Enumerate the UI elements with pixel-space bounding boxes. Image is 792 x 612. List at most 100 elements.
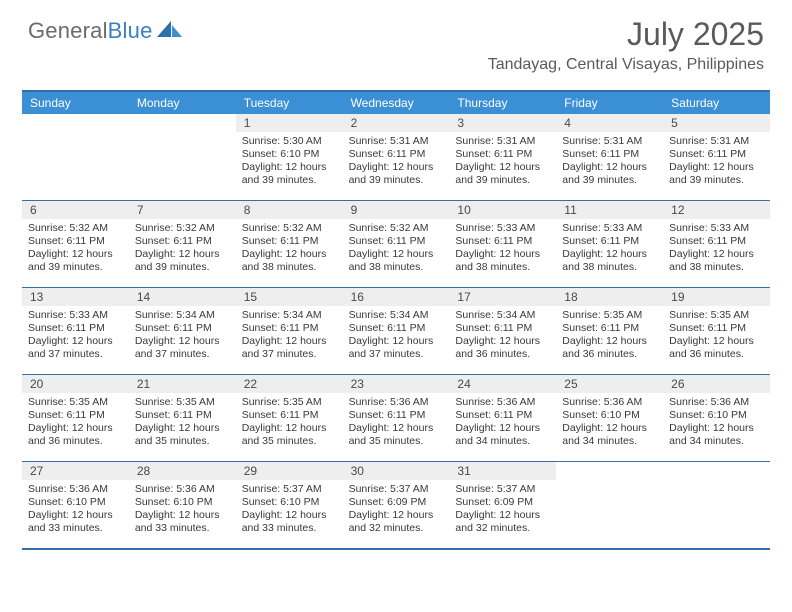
daylight-text: Daylight: 12 hours and 33 minutes. [135, 509, 230, 535]
daylight-text: Daylight: 12 hours and 34 minutes. [562, 422, 657, 448]
calendar-day: 16Sunrise: 5:34 AMSunset: 6:11 PMDayligh… [343, 288, 450, 374]
daylight-text: Daylight: 12 hours and 38 minutes. [562, 248, 657, 274]
day-details: Sunrise: 5:37 AMSunset: 6:09 PMDaylight:… [349, 483, 444, 534]
day-details: Sunrise: 5:36 AMSunset: 6:11 PMDaylight:… [349, 396, 444, 447]
day-header: Saturday [663, 92, 770, 114]
calendar-day: 7Sunrise: 5:32 AMSunset: 6:11 PMDaylight… [129, 201, 236, 287]
day-details: Sunrise: 5:37 AMSunset: 6:09 PMDaylight:… [455, 483, 550, 534]
sunrise-text: Sunrise: 5:34 AM [135, 309, 230, 322]
day-details: Sunrise: 5:36 AMSunset: 6:10 PMDaylight:… [562, 396, 657, 447]
daylight-text: Daylight: 12 hours and 36 minutes. [669, 335, 764, 361]
day-details: Sunrise: 5:32 AMSunset: 6:11 PMDaylight:… [242, 222, 337, 273]
day-number: 6 [22, 201, 129, 220]
day-number: 16 [343, 288, 450, 307]
calendar-week: 6Sunrise: 5:32 AMSunset: 6:11 PMDaylight… [22, 200, 770, 287]
daylight-text: Daylight: 12 hours and 38 minutes. [242, 248, 337, 274]
calendar-day: 2Sunrise: 5:31 AMSunset: 6:11 PMDaylight… [343, 114, 450, 200]
day-number: 12 [663, 201, 770, 220]
day-details: Sunrise: 5:34 AMSunset: 6:11 PMDaylight:… [242, 309, 337, 360]
sunrise-text: Sunrise: 5:31 AM [562, 135, 657, 148]
daylight-text: Daylight: 12 hours and 39 minutes. [242, 161, 337, 187]
day-details: Sunrise: 5:32 AMSunset: 6:11 PMDaylight:… [135, 222, 230, 273]
calendar-week: 13Sunrise: 5:33 AMSunset: 6:11 PMDayligh… [22, 287, 770, 374]
sunset-text: Sunset: 6:11 PM [669, 235, 764, 248]
daylight-text: Daylight: 12 hours and 32 minutes. [455, 509, 550, 535]
calendar-day: 3Sunrise: 5:31 AMSunset: 6:11 PMDaylight… [449, 114, 556, 200]
sunrise-text: Sunrise: 5:36 AM [135, 483, 230, 496]
daylight-text: Daylight: 12 hours and 38 minutes. [349, 248, 444, 274]
sunset-text: Sunset: 6:11 PM [562, 235, 657, 248]
day-number: 1 [236, 114, 343, 133]
calendar-header-row: SundayMondayTuesdayWednesdayThursdayFrid… [22, 92, 770, 114]
calendar-day: 24Sunrise: 5:36 AMSunset: 6:11 PMDayligh… [449, 375, 556, 461]
sunrise-text: Sunrise: 5:37 AM [349, 483, 444, 496]
day-details: Sunrise: 5:32 AMSunset: 6:11 PMDaylight:… [28, 222, 123, 273]
day-number: 26 [663, 375, 770, 394]
sunrise-text: Sunrise: 5:31 AM [455, 135, 550, 148]
day-number: 10 [449, 201, 556, 220]
sunrise-text: Sunrise: 5:36 AM [28, 483, 123, 496]
sunset-text: Sunset: 6:11 PM [135, 322, 230, 335]
day-number: 4 [556, 114, 663, 133]
calendar-day: 13Sunrise: 5:33 AMSunset: 6:11 PMDayligh… [22, 288, 129, 374]
sunrise-text: Sunrise: 5:35 AM [242, 396, 337, 409]
day-number: 15 [236, 288, 343, 307]
sunrise-text: Sunrise: 5:36 AM [669, 396, 764, 409]
day-details: Sunrise: 5:35 AMSunset: 6:11 PMDaylight:… [669, 309, 764, 360]
sunset-text: Sunset: 6:11 PM [28, 409, 123, 422]
calendar-day: 18Sunrise: 5:35 AMSunset: 6:11 PMDayligh… [556, 288, 663, 374]
calendar: SundayMondayTuesdayWednesdayThursdayFrid… [22, 90, 770, 550]
calendar-day: 20Sunrise: 5:35 AMSunset: 6:11 PMDayligh… [22, 375, 129, 461]
day-number: 25 [556, 375, 663, 394]
calendar-day: 8Sunrise: 5:32 AMSunset: 6:11 PMDaylight… [236, 201, 343, 287]
calendar-day: 19 Sunrise: 5:35 AMSunset: 6:11 PMDayligh… [663, 288, 770, 374]
day-number: 23 [343, 375, 450, 394]
day-details: Sunrise: 5:33 AMSunset: 6:11 PMDaylight:… [562, 222, 657, 273]
day-number: 21 [129, 375, 236, 394]
sunset-text: Sunset: 6:11 PM [242, 235, 337, 248]
day-number: 19 [663, 288, 770, 307]
month-title: July 2025 [488, 18, 764, 52]
daylight-text: Daylight: 12 hours and 39 minutes. [455, 161, 550, 187]
sunrise-text: Sunrise: 5:34 AM [349, 309, 444, 322]
calendar-day [22, 114, 129, 200]
day-header: Wednesday [343, 92, 450, 114]
calendar-week: 27Sunrise: 5:36 AMSunset: 6:10 PMDayligh… [22, 461, 770, 548]
day-number: 28 [129, 462, 236, 481]
sunset-text: Sunset: 6:11 PM [135, 235, 230, 248]
sunset-text: Sunset: 6:11 PM [349, 322, 444, 335]
day-details: Sunrise: 5:33 AMSunset: 6:11 PMDaylight:… [28, 309, 123, 360]
day-number: 9 [343, 201, 450, 220]
title-area: July 2025 Tandayag, Central Visayas, Phi… [488, 18, 764, 74]
sunrise-text: Sunrise: 5:33 AM [28, 309, 123, 322]
daylight-text: Daylight: 12 hours and 33 minutes. [242, 509, 337, 535]
day-number: 14 [129, 288, 236, 307]
location-text: Tandayag, Central Visayas, Philippines [488, 56, 764, 74]
sunset-text: Sunset: 6:11 PM [242, 322, 337, 335]
sunset-text: Sunset: 6:10 PM [242, 148, 337, 161]
day-header: Tuesday [236, 92, 343, 114]
sunrise-text: Sunrise: 5:36 AM [455, 396, 550, 409]
day-number: 17 [449, 288, 556, 307]
calendar-day: 29Sunrise: 5:37 AMSunset: 6:10 PMDayligh… [236, 462, 343, 548]
calendar-day: 14 Sunrise: 5:34 AMSunset: 6:11 PMDayligh… [129, 288, 236, 374]
sunset-text: Sunset: 6:10 PM [242, 496, 337, 509]
daylight-text: Daylight: 12 hours and 32 minutes. [349, 509, 444, 535]
sunset-text: Sunset: 6:11 PM [562, 148, 657, 161]
calendar-day: 9Sunrise: 5:32 AMSunset: 6:11 PMDaylight… [343, 201, 450, 287]
sunset-text: Sunset: 6:11 PM [28, 235, 123, 248]
sunrise-text: Sunrise: 5:31 AM [349, 135, 444, 148]
day-details: Sunrise: 5:35 AMSunset: 6:11 PMDaylight:… [28, 396, 123, 447]
sunset-text: Sunset: 6:11 PM [455, 322, 550, 335]
day-details: Sunrise: 5:34 AMSunset: 6:11 PMDaylight:… [135, 309, 230, 360]
calendar-day: 28 Sunrise: 5:36 AMSunset: 6:10 PMDayligh… [129, 462, 236, 548]
sunrise-text: Sunrise: 5:32 AM [242, 222, 337, 235]
sunset-text: Sunset: 6:10 PM [135, 496, 230, 509]
calendar-day [129, 114, 236, 200]
sunrise-text: Sunrise: 5:33 AM [669, 222, 764, 235]
daylight-text: Daylight: 12 hours and 36 minutes. [28, 422, 123, 448]
daylight-text: Daylight: 12 hours and 37 minutes. [135, 335, 230, 361]
sunset-text: Sunset: 6:11 PM [28, 322, 123, 335]
day-header: Friday [556, 92, 663, 114]
calendar-day: 31Sunrise: 5:37 AMSunset: 6:09 PMDayligh… [449, 462, 556, 548]
